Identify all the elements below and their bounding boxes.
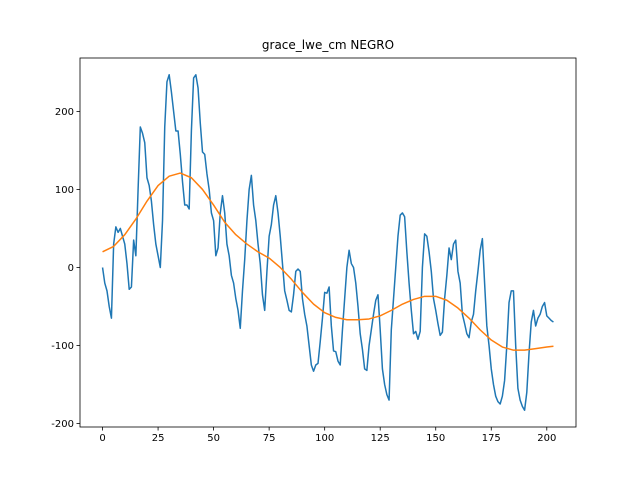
y-tick-label: -100 <box>51 341 74 352</box>
line-series <box>102 172 554 351</box>
x-tick-label: 200 <box>537 433 556 444</box>
x-tick-label: 175 <box>482 433 501 444</box>
x-tick-label: 75 <box>263 433 276 444</box>
line-series <box>101 74 554 411</box>
y-tick-label: 0 <box>68 263 74 274</box>
x-tick-label: 50 <box>207 433 220 444</box>
x-tick-label: 0 <box>99 433 105 444</box>
y-tick-label: 200 <box>55 107 74 118</box>
x-tick-label: 25 <box>152 433 165 444</box>
plot-frame <box>79 57 577 428</box>
x-tick-label: 150 <box>426 433 445 444</box>
y-tick-label: -200 <box>51 419 74 430</box>
y-tick-label: 100 <box>55 185 74 196</box>
x-tick-label: 125 <box>371 433 390 444</box>
x-tick-label: 100 <box>315 433 334 444</box>
chart-title: grace_lwe_cm NEGRO <box>262 38 394 52</box>
